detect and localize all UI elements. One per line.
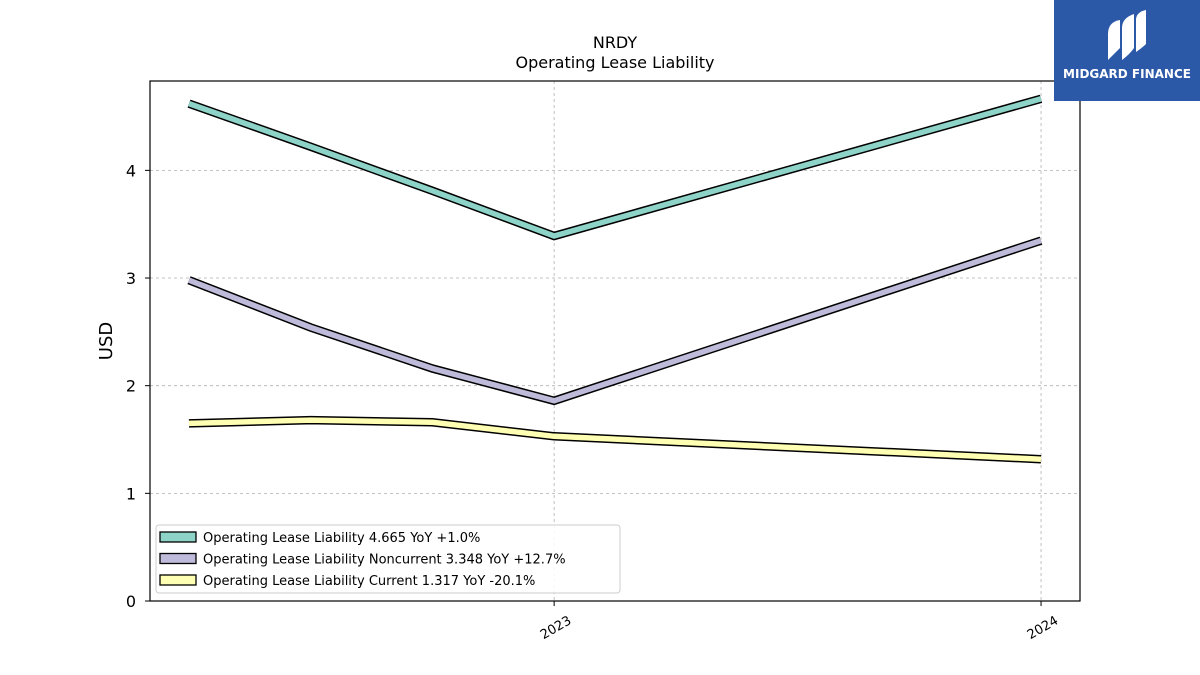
series-line-outline bbox=[187, 236, 1043, 406]
y-tick-label: 0 bbox=[126, 592, 136, 611]
y-tick-label: 3 bbox=[126, 269, 136, 288]
legend-label: Operating Lease Liability 4.665 YoY +1.0… bbox=[203, 531, 480, 546]
series-line bbox=[188, 237, 1042, 404]
chart-title: NRDY bbox=[593, 33, 638, 52]
y-axis-label: USD bbox=[96, 322, 117, 360]
legend-swatch bbox=[159, 552, 197, 565]
legend-swatch bbox=[159, 531, 197, 543]
plot-area-frame bbox=[149, 80, 1081, 602]
x-tick-label: 2023 bbox=[538, 613, 574, 643]
legend: Operating Lease Liability 4.665 YoY +1.0… bbox=[155, 524, 621, 594]
legend-label: Operating Lease Liability Current 1.317 … bbox=[203, 574, 535, 589]
x-tick-label: 2024 bbox=[1025, 613, 1061, 643]
grid-lines bbox=[150, 81, 1080, 601]
series-line bbox=[188, 96, 1042, 239]
legend-swatch bbox=[159, 574, 197, 586]
y-tick-label: 1 bbox=[126, 484, 136, 503]
midgard-logo-icon bbox=[1108, 10, 1146, 60]
y-tick-label: 4 bbox=[126, 161, 136, 180]
brand-logo: MIDGARD FINANCE bbox=[1054, 0, 1200, 101]
series-line bbox=[188, 417, 1042, 462]
y-tick-label: 2 bbox=[126, 377, 136, 396]
series-lines bbox=[187, 94, 1043, 464]
series-line-outline bbox=[187, 94, 1043, 241]
brand-name: MIDGARD FINANCE bbox=[1063, 67, 1191, 81]
legend-label: Operating Lease Liability Noncurrent 3.3… bbox=[203, 553, 566, 568]
legend-box bbox=[155, 524, 621, 594]
chart-subtitle: Operating Lease Liability bbox=[515, 53, 714, 72]
